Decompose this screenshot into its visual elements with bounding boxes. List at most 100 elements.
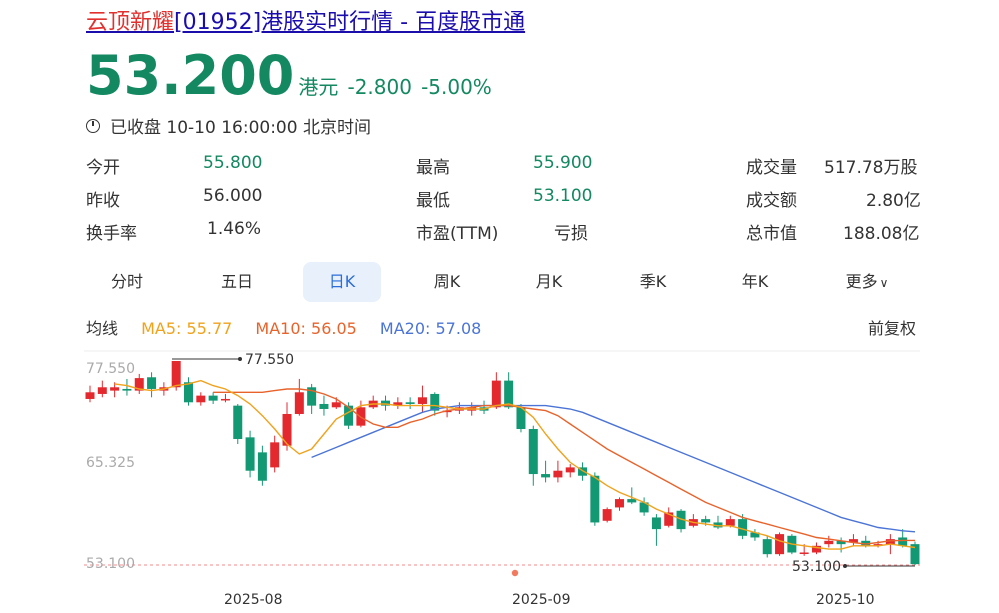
price-change-pct: -5.00% (421, 75, 492, 99)
open-value: 55.800 (203, 153, 263, 173)
candle-body (319, 403, 329, 409)
candle-body (885, 539, 895, 545)
candle-body (159, 387, 169, 391)
candle-body (307, 387, 317, 406)
tab-intraday[interactable]: 分时 (110, 272, 143, 291)
current-price: 53.200 (86, 44, 295, 107)
candle-body (331, 402, 341, 408)
candle-body (405, 402, 415, 404)
candle-body (910, 544, 920, 565)
candle-body (651, 517, 661, 530)
candle-body (257, 452, 267, 481)
ma20-line (311, 404, 916, 533)
candle-body (639, 502, 649, 513)
candle-body (873, 544, 883, 546)
candle-body (811, 545, 821, 553)
candle-body (664, 512, 674, 526)
candle-body (479, 407, 489, 411)
max-price-label: 77.550 (245, 352, 294, 368)
title-rest: [01952]港股实时行情 - 百度股市通 (174, 10, 526, 35)
adjust-mode-button[interactable]: 前复权 (868, 319, 917, 338)
candle-body (738, 519, 748, 536)
candle-body (836, 540, 846, 545)
ma5-line (114, 379, 916, 550)
market-cap-value: 188.08亿 (843, 224, 920, 244)
prev-close-label: 昨收 (86, 191, 120, 211)
price-row: 53.200 港元 -2.800 -5.00% (86, 44, 492, 107)
price-change: -2.800 (347, 75, 412, 99)
tab-daily-k[interactable]: 日K (303, 262, 381, 302)
candle-body (713, 522, 723, 528)
candle-body (775, 534, 785, 555)
clock-icon (86, 118, 100, 133)
candle-body (467, 407, 477, 411)
ma5-legend: MA5: 55.77 (141, 319, 233, 338)
candle-body (861, 540, 871, 546)
candle-body (898, 537, 908, 546)
high-value: 55.900 (533, 153, 593, 173)
volume-value: 517.78万股 (824, 158, 918, 178)
candle-body (578, 467, 588, 476)
candle-body (491, 380, 501, 408)
candle-body (565, 467, 575, 473)
candle-body (270, 442, 280, 468)
candle-body (417, 397, 427, 404)
pe-value: 亏损 (554, 224, 588, 244)
candle-body (701, 519, 711, 523)
ma20-legend: MA20: 57.08 (379, 319, 482, 338)
x-tick-label: 2025-10 (816, 592, 875, 608)
candle-body (122, 388, 132, 391)
candle-body (516, 407, 526, 429)
candle-body (676, 510, 686, 530)
candle-body (528, 429, 538, 475)
market-cap-label: 总市值 (746, 224, 797, 244)
candle-body (368, 400, 378, 408)
tab-quarterly-k[interactable]: 季K (639, 272, 667, 291)
candle-body (762, 539, 772, 555)
candle-body (294, 392, 304, 414)
candle-body (688, 519, 698, 526)
candle-body (147, 377, 157, 389)
candle-body (245, 437, 255, 471)
candle-body (85, 392, 95, 399)
event-marker-dot[interactable] (511, 569, 519, 577)
pe-label: 市盈(TTM) (416, 224, 499, 244)
status-text: 已收盘 10-10 16:00:00 北京时间 (110, 118, 371, 138)
candles-group (85, 361, 920, 565)
tab-weekly-k[interactable]: 周K (433, 272, 461, 291)
candle-body (344, 405, 354, 426)
candle-body (504, 380, 514, 408)
page-title[interactable]: 云顶新耀[01952]港股实时行情 - 百度股市通 (86, 4, 525, 36)
candle-body (282, 413, 292, 446)
chevron-down-icon: ∨ (879, 276, 889, 290)
min-price-label: 53.100 (792, 559, 841, 575)
tab-five-day[interactable]: 五日 (220, 272, 253, 291)
candle-body (356, 407, 366, 426)
candle-body (824, 540, 834, 545)
stock-name: 云顶新耀 (86, 10, 175, 35)
tab-yearly-k[interactable]: 年K (741, 272, 769, 291)
candle-body (196, 395, 206, 403)
candle-body (627, 499, 637, 503)
low-label: 最低 (416, 191, 450, 211)
ma-label: 均线 (86, 319, 119, 338)
market-status: 已收盘 10-10 16:00:00 北京时间 (86, 113, 371, 138)
volume-label: 成交量 (746, 158, 797, 178)
prev-close-value: 56.000 (203, 186, 263, 206)
tab-more[interactable]: 更多 ∨ (828, 262, 906, 302)
price-unit: 港元 (298, 75, 339, 99)
min-pointer-dot (843, 564, 847, 568)
candle-body (208, 395, 218, 401)
y-tick-label: 53.100 (86, 556, 135, 572)
candle-body (184, 382, 194, 403)
tab-more-label: 更多 (845, 272, 878, 291)
candle-body (799, 552, 809, 554)
tab-monthly-k[interactable]: 月K (535, 272, 563, 291)
candle-body (381, 400, 391, 406)
candle-body (590, 475, 600, 523)
y-tick-label: 65.325 (86, 455, 135, 471)
open-label: 今开 (86, 158, 120, 178)
candle-body (541, 474, 551, 478)
candle-body (220, 398, 230, 401)
turnover-value: 1.46% (207, 219, 262, 239)
